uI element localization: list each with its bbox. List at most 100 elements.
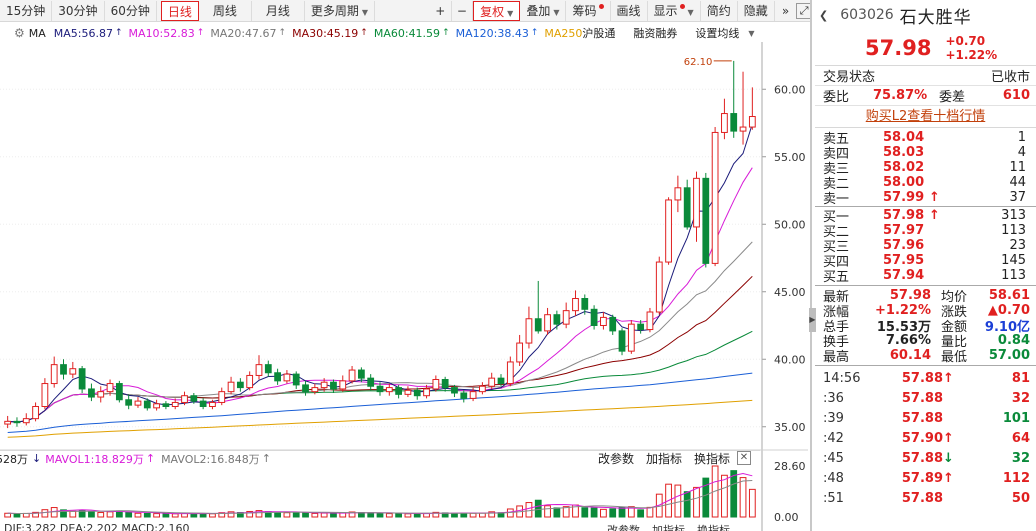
candle-body[interactable] (581, 298, 589, 310)
candle-body[interactable] (609, 316, 617, 332)
candle-body[interactable] (357, 369, 365, 379)
candle-body[interactable] (460, 392, 468, 399)
adjust-dropdown[interactable]: 复权 ▼ (473, 0, 521, 21)
candle-body[interactable] (41, 383, 49, 407)
hide-button[interactable]: 隐藏 (738, 0, 775, 21)
candle-body[interactable] (246, 374, 254, 389)
rzrq-link[interactable]: 融资融券 (633, 27, 678, 40)
candle-body[interactable] (78, 368, 86, 390)
candle-body[interactable] (721, 113, 728, 133)
candle-body[interactable] (441, 379, 449, 389)
expand-left-icon[interactable]: ❮ (819, 8, 829, 22)
candle-body[interactable] (330, 381, 337, 390)
candle-body[interactable] (199, 400, 207, 408)
candle-body[interactable] (292, 373, 300, 386)
zoom-in-button[interactable]: + (430, 0, 452, 21)
candle-body[interactable] (209, 401, 216, 408)
candle-body[interactable] (479, 385, 486, 393)
candle-body[interactable] (339, 380, 347, 390)
candle-body[interactable] (162, 403, 170, 407)
add-indicator-link[interactable]: 加指标 (645, 452, 682, 466)
candle-body[interactable] (702, 177, 710, 264)
candle-body[interactable] (106, 383, 114, 393)
chips-button[interactable]: 筹码 (566, 0, 611, 21)
candle-body[interactable] (143, 400, 151, 409)
scroll-right-icon[interactable]: » (781, 3, 790, 18)
candle-body[interactable] (302, 384, 309, 393)
candle-body[interactable] (404, 389, 412, 395)
candle-body[interactable] (13, 420, 21, 424)
candle-body[interactable] (311, 387, 319, 393)
macd-switch-indicator-link[interactable]: 换指标 (697, 524, 730, 531)
candle-body[interactable] (739, 126, 747, 132)
candle-body[interactable] (711, 131, 719, 264)
candle-body[interactable] (376, 385, 384, 393)
candle-body[interactable] (367, 377, 375, 387)
period-15min-button[interactable]: 15分钟 (0, 0, 53, 21)
period-monthly-button[interactable]: 月线 (252, 0, 305, 21)
candle-body[interactable] (236, 381, 244, 389)
ma-settings-gear-icon[interactable]: ⚙ (14, 26, 25, 40)
candle-body[interactable] (488, 377, 496, 387)
candle-body[interactable] (637, 323, 645, 331)
candle-body[interactable] (600, 316, 607, 326)
candle-body[interactable] (748, 116, 756, 128)
candle-body[interactable] (125, 399, 133, 406)
simple-mode-button[interactable]: 简约 (701, 0, 738, 21)
candle-body[interactable] (97, 391, 105, 398)
switch-indicator-link[interactable]: 换指标 (693, 452, 730, 466)
period-daily-button[interactable]: 日线 (160, 0, 199, 21)
ma-settings-link[interactable]: 设置均线 (695, 27, 740, 40)
candle-body[interactable] (134, 400, 142, 406)
candle-body[interactable] (190, 395, 198, 402)
candle-body[interactable] (153, 403, 160, 409)
draw-line-button[interactable]: 画线 (611, 0, 648, 21)
candle-body[interactable] (544, 314, 551, 332)
candle-body[interactable] (320, 381, 328, 389)
candle-body[interactable] (255, 364, 263, 376)
candle-body[interactable] (469, 391, 477, 399)
edit-params-link[interactable]: 改参数 (597, 452, 634, 466)
candle-body[interactable] (274, 372, 281, 382)
candle-body[interactable] (432, 379, 440, 390)
candle-body[interactable] (683, 187, 691, 228)
candle-body[interactable] (506, 361, 514, 385)
collapse-panel-icon[interactable]: ▶ (809, 308, 816, 332)
close-icon[interactable]: ✕ (737, 451, 751, 465)
display-dropdown[interactable]: 显示 ▼ (648, 0, 701, 21)
candle-body[interactable] (534, 318, 542, 332)
overlay-dropdown[interactable]: 叠加 ▼ (520, 0, 567, 21)
period-60min-button[interactable]: 60分钟 (105, 0, 157, 21)
period-weekly-button[interactable]: 周线 (199, 0, 252, 21)
candle-body[interactable] (22, 418, 30, 424)
candle-body[interactable] (646, 311, 654, 331)
candle-body[interactable] (572, 298, 579, 312)
candle-body[interactable] (115, 383, 123, 401)
candle-body[interactable] (50, 364, 58, 385)
hgt-link[interactable]: 沪股通 (582, 27, 616, 40)
candle-body[interactable] (665, 199, 672, 263)
candle-body[interactable] (181, 395, 188, 403)
candle-body[interactable] (413, 389, 421, 397)
candle-body[interactable] (218, 391, 226, 403)
candle-body[interactable] (693, 177, 700, 228)
candle-body[interactable] (451, 387, 458, 394)
candle-body[interactable] (674, 187, 682, 201)
more-periods-dropdown[interactable]: 更多周期 ▼ (305, 0, 376, 21)
candle-body[interactable] (497, 377, 505, 385)
candle-body[interactable] (385, 387, 393, 393)
candle-body[interactable] (655, 261, 663, 313)
candle-body[interactable] (88, 388, 95, 398)
zoom-out-button[interactable]: − (452, 0, 474, 21)
candle-body[interactable] (553, 314, 561, 325)
candle-body[interactable] (32, 406, 39, 420)
buy-l2-link[interactable]: 购买L2查看十档行情 (815, 106, 1036, 128)
candle-body[interactable] (4, 420, 12, 425)
candle-body[interactable] (171, 401, 179, 408)
candle-body[interactable] (395, 387, 403, 395)
macd-add-indicator-link[interactable]: 加指标 (652, 524, 685, 531)
candle-body[interactable] (590, 308, 598, 326)
candle-body[interactable] (618, 330, 626, 352)
candle-body[interactable] (69, 368, 77, 375)
candle-body[interactable] (227, 381, 235, 393)
